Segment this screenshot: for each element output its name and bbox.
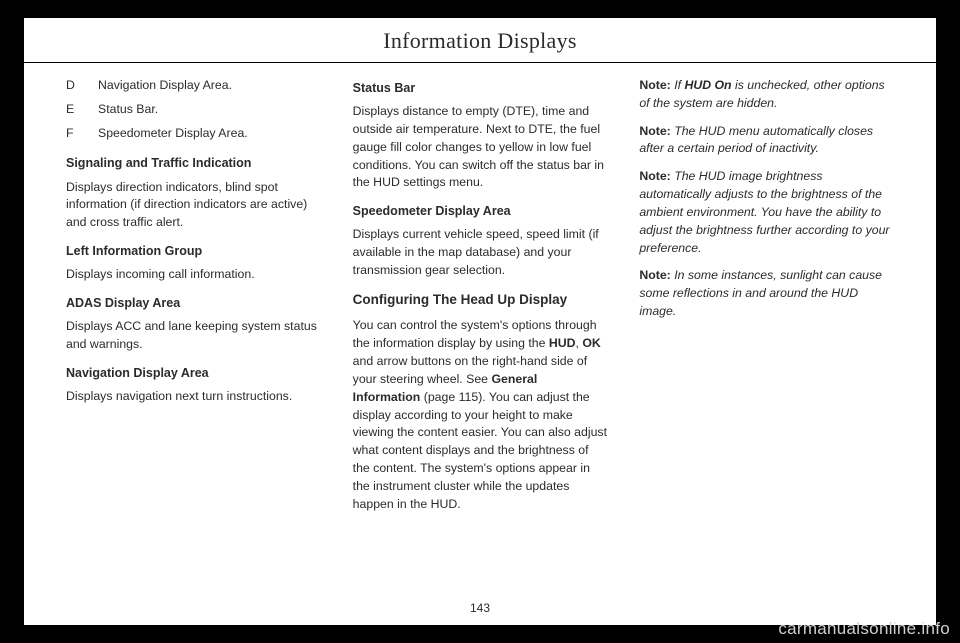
def-key: E (66, 101, 98, 119)
note-text: The HUD menu automatically closes after … (639, 124, 873, 156)
note-text: If HUD On is unchecked, other options of… (639, 78, 884, 110)
heading-status-bar: Status Bar (353, 79, 608, 97)
def-row: D Navigation Display Area. (66, 77, 321, 95)
cfg-text-page: (page 115). You can adjust the display a… (353, 390, 607, 511)
content-columns: D Navigation Display Area. E Status Bar.… (24, 77, 936, 524)
heading-configuring: Configuring The Head Up Display (353, 290, 608, 310)
def-val: Speedometer Display Area. (98, 125, 321, 143)
note-label: Note: (639, 124, 670, 138)
page-title: Information Displays (24, 28, 936, 54)
header-rule (24, 62, 936, 63)
cfg-text-mid: and arrow buttons on the right-hand side… (353, 354, 587, 386)
heading-adas: ADAS Display Area (66, 294, 321, 312)
page-header: Information Displays (24, 18, 936, 62)
column-1: D Navigation Display Area. E Status Bar.… (66, 77, 321, 524)
definition-list: D Navigation Display Area. E Status Bar.… (66, 77, 321, 142)
para-status-bar: Displays distance to empty (DTE), time a… (353, 103, 608, 192)
cfg-ok-bold: OK (582, 336, 600, 350)
note-2: Note: The HUD menu automatically closes … (639, 123, 894, 159)
heading-speedometer: Speedometer Display Area (353, 202, 608, 220)
para-left-info: Displays incoming call information. (66, 266, 321, 284)
page-number: 143 (24, 601, 936, 615)
note-4: Note: In some instances, sunlight can ca… (639, 267, 894, 320)
heading-signaling: Signaling and Traffic Indication (66, 154, 321, 172)
cfg-hud-bold: HUD (549, 336, 576, 350)
heading-nav: Navigation Display Area (66, 364, 321, 382)
note-1: Note: If HUD On is unchecked, other opti… (639, 77, 894, 113)
note-label: Note: (639, 268, 670, 282)
para-nav: Displays navigation next turn instructio… (66, 388, 321, 406)
note-label: Note: (639, 78, 670, 92)
para-signaling: Displays direction indicators, blind spo… (66, 179, 321, 232)
para-adas: Displays ACC and lane keeping system sta… (66, 318, 321, 354)
note-text: In some instances, sunlight can cause so… (639, 268, 882, 318)
watermark-text: carmanualsonline.info (778, 619, 950, 639)
page-card: Information Displays D Navigation Displa… (24, 18, 936, 625)
def-val: Status Bar. (98, 101, 321, 119)
note-text: The HUD image brightness automatically a… (639, 169, 889, 254)
para-configuring: You can control the system's options thr… (353, 317, 608, 513)
def-row: E Status Bar. (66, 101, 321, 119)
def-val: Navigation Display Area. (98, 77, 321, 95)
column-2: Status Bar Displays distance to empty (D… (353, 77, 608, 524)
column-3: Note: If HUD On is unchecked, other opti… (639, 77, 894, 524)
heading-left-info: Left Information Group (66, 242, 321, 260)
def-key: F (66, 125, 98, 143)
para-speedometer: Displays current vehicle speed, speed li… (353, 226, 608, 279)
note-3: Note: The HUD image brightness automatic… (639, 168, 894, 257)
note-label: Note: (639, 169, 670, 183)
note-pre: If (674, 78, 684, 92)
def-row: F Speedometer Display Area. (66, 125, 321, 143)
note-bold: HUD On (684, 78, 731, 92)
def-key: D (66, 77, 98, 95)
